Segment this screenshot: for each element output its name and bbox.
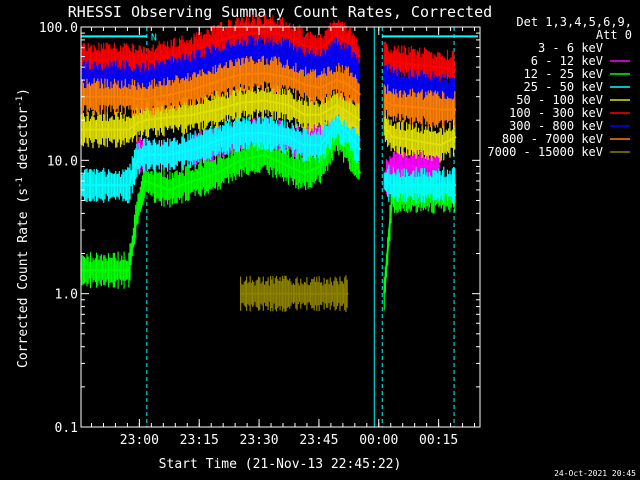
- legend-label: 300 - 800 keV: [509, 119, 603, 133]
- series-line: [383, 79, 457, 94]
- series-line: [383, 125, 457, 147]
- x-tick-label: 23:45: [299, 433, 338, 448]
- legend-label: 50 - 100 keV: [516, 93, 603, 107]
- y-axis-label-exponent-1: -1: [15, 177, 25, 188]
- series-25-50keV: [80, 108, 457, 204]
- y-tick-label: 1.0: [55, 288, 78, 303]
- legend-label: 7000 - 15000 keV: [487, 145, 603, 159]
- x-tick-label: 23:00: [120, 433, 159, 448]
- series-line: [81, 99, 361, 131]
- legend-title-1: Det 1,3,4,5,6,9,: [516, 15, 632, 29]
- y-axis-label-end: ): [16, 88, 31, 96]
- series-line: [81, 135, 362, 272]
- series-line: [81, 51, 362, 82]
- series-line: [81, 72, 361, 100]
- y-tick-label: 100.0: [39, 21, 78, 36]
- x-tick-label: 00:00: [359, 433, 398, 448]
- x-tick-label: 23:15: [180, 433, 219, 448]
- y-tick-label: 0.1: [55, 421, 78, 436]
- chart-title: RHESSI Observing Summary Count Rates, Co…: [68, 3, 492, 21]
- y-axis-label-mid: detector: [16, 107, 31, 178]
- legend-label: 100 - 300 keV: [509, 106, 603, 120]
- y-axis-label: Corrected Count Rate (s-1 detector-1): [15, 88, 31, 368]
- series-line: [81, 30, 362, 64]
- legend-label: 3 - 6 keV: [538, 41, 603, 55]
- legend-label: 6 - 12 keV: [531, 54, 603, 68]
- series-7000-15000keV: [240, 275, 349, 313]
- legend-label: 25 - 50 keV: [524, 80, 603, 94]
- series-line: [81, 121, 362, 187]
- x-tick-label: 23:30: [240, 433, 279, 448]
- x-tick-label: 00:15: [419, 433, 458, 448]
- y-tick-label: 10.0: [47, 154, 78, 169]
- plot-area: N: [80, 13, 479, 427]
- y-axis-label-main: Corrected Count Rate (s: [16, 188, 31, 368]
- x-axis-label: Start Time (21-Nov-13 22:45:22): [159, 457, 402, 472]
- legend-title-2: Att 0: [596, 28, 632, 42]
- legend-label: 800 - 7000 keV: [502, 132, 603, 146]
- series-line: [383, 99, 457, 111]
- series-800-7000keV: [80, 55, 457, 129]
- x-axis-ticks: 23:00 23:15 23:30 23:45 00:00 00:15: [90, 27, 476, 448]
- night-marker: N: [151, 32, 157, 43]
- series-line: [383, 180, 457, 187]
- y-axis-label-exponent-2: -1: [15, 96, 25, 107]
- y-axis-ticks: 100.0 10.0 1.0 0.1: [39, 21, 480, 436]
- legend-label: 12 - 25 keV: [524, 67, 603, 81]
- series-line: [383, 57, 457, 71]
- generation-date: 24-Oct-2021 20:45: [554, 469, 636, 478]
- plot-frame: [80, 26, 481, 428]
